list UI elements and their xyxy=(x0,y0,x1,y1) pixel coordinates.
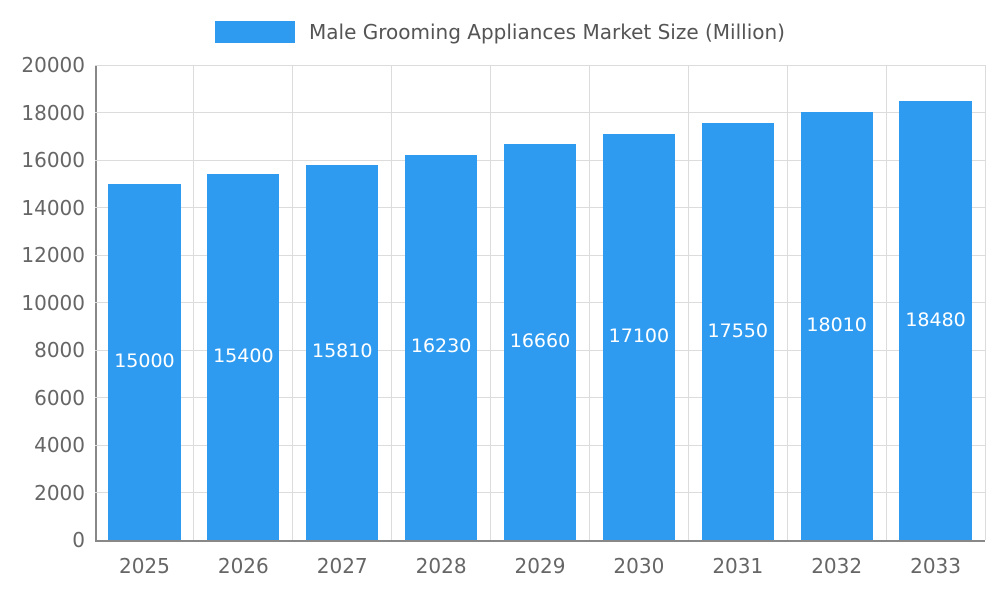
gridline-vertical xyxy=(885,65,887,540)
y-tick-label: 4000 xyxy=(34,433,85,457)
x-tick-label: 2025 xyxy=(118,554,170,578)
gridline-vertical xyxy=(786,65,788,540)
x-tick-label: 2031 xyxy=(712,554,764,578)
x-tick-label: 2026 xyxy=(217,554,269,578)
bar-value-label: 15000 xyxy=(114,349,175,372)
bar-value-label: 17100 xyxy=(608,324,670,347)
gridline-vertical xyxy=(984,65,986,540)
gridline-vertical xyxy=(687,65,689,540)
gridline-vertical xyxy=(391,65,393,540)
y-tick-label: 0 xyxy=(72,528,85,552)
y-tick-label: 18000 xyxy=(21,100,85,125)
gridline-horizontal xyxy=(95,64,985,66)
y-tick-label: 2000 xyxy=(34,480,85,505)
bar-value-label: 17550 xyxy=(707,319,768,342)
x-tick-label: 2027 xyxy=(316,554,368,578)
y-axis-line xyxy=(95,65,97,542)
y-tick-label: 12000 xyxy=(21,243,85,267)
gridline-vertical xyxy=(588,65,590,540)
gridline-horizontal xyxy=(95,112,985,113)
y-tick-label: 8000 xyxy=(34,338,85,362)
y-tick-label: 14000 xyxy=(21,195,85,220)
y-tick-label: 20000 xyxy=(21,53,85,77)
gridline-vertical xyxy=(490,65,492,540)
y-tick-label: 16000 xyxy=(21,148,85,172)
bar xyxy=(108,183,181,540)
y-tick-label: 6000 xyxy=(34,385,85,410)
y-tick-label: 10000 xyxy=(21,290,85,315)
x-tick-label: 2032 xyxy=(811,554,863,578)
bar xyxy=(602,133,675,540)
bar-value-label: 18480 xyxy=(905,308,966,331)
bar-value-label: 15810 xyxy=(311,340,373,363)
bar-value-label: 18010 xyxy=(806,314,867,337)
bar-value-label: 15400 xyxy=(213,345,274,368)
gridline-vertical xyxy=(292,65,294,540)
bar xyxy=(306,164,379,540)
bar xyxy=(503,144,577,540)
gridline-vertical xyxy=(193,65,195,540)
legend-swatch xyxy=(215,21,296,43)
bar xyxy=(899,101,972,540)
bar xyxy=(701,123,774,540)
chart-legend: Male Grooming Appliances Market Size (Mi… xyxy=(0,14,1000,50)
chart-title: Male Grooming Appliances Market Size (Mi… xyxy=(309,20,785,44)
x-tick-label: 2029 xyxy=(514,554,566,578)
x-axis-line xyxy=(95,540,985,542)
x-tick-label: 2033 xyxy=(910,554,961,578)
x-tick-label: 2028 xyxy=(415,554,467,578)
bar-value-label: 16660 xyxy=(509,330,571,353)
bar xyxy=(405,154,478,540)
x-tick-label: 2030 xyxy=(613,554,665,578)
bar xyxy=(800,112,873,540)
bar-value-label: 16230 xyxy=(410,335,472,358)
bar xyxy=(207,174,280,540)
